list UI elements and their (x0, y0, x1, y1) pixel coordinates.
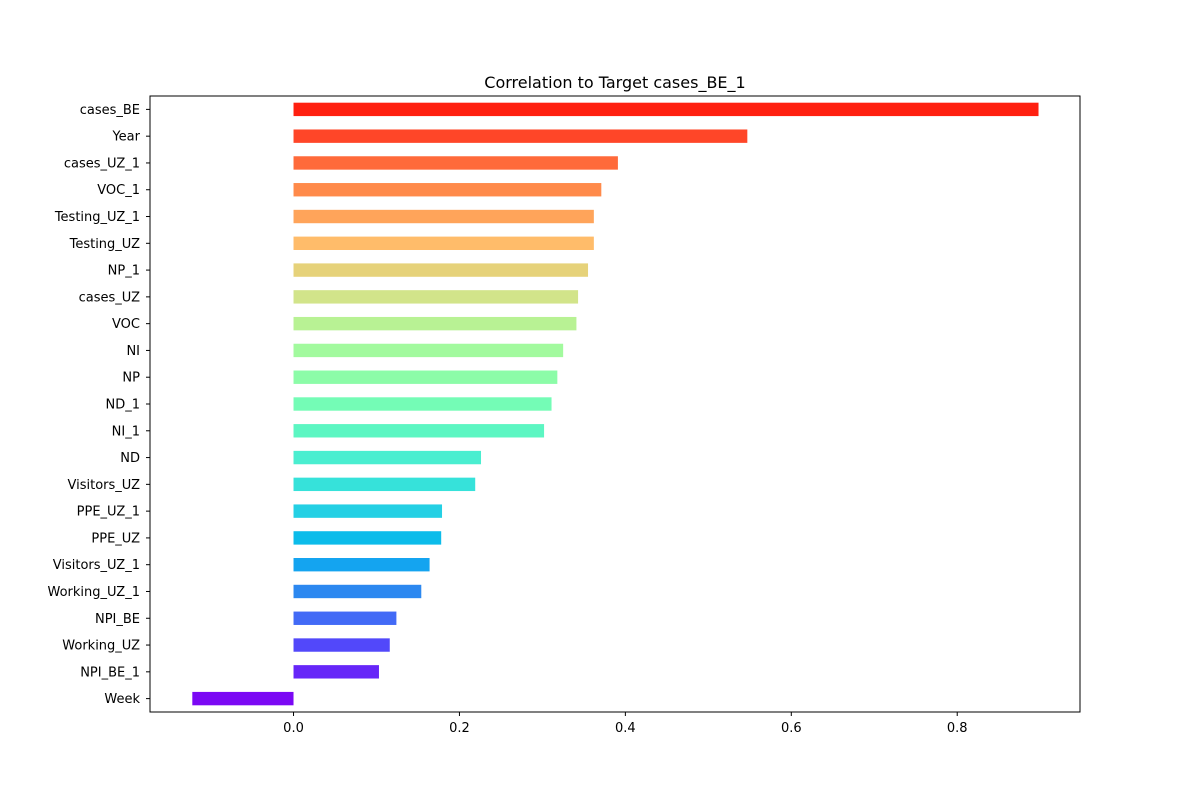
y-tick-label: ND_1 (105, 398, 140, 413)
y-tick-label: Visitors_UZ_1 (53, 558, 140, 573)
bar-Year (293, 129, 748, 143)
y-tick-label: Working_UZ (62, 639, 140, 654)
bar-Working_UZ_1 (293, 584, 422, 599)
y-tick-label: VOC (112, 317, 140, 332)
y-tick-label: Working_UZ_1 (48, 585, 141, 600)
x-tick-label: 0.0 (283, 721, 304, 736)
y-tick-label: ND (120, 451, 140, 466)
bar-NP (293, 370, 558, 384)
bar-Visitors_UZ_1 (293, 558, 430, 572)
bar-PPE_UZ_1 (293, 504, 443, 518)
bars-group (192, 102, 1039, 706)
y-tick-label: Visitors_UZ (68, 478, 141, 493)
y-tick-label: NP (122, 371, 140, 386)
bar-VOC (293, 316, 577, 331)
bar-NP_1 (293, 263, 589, 277)
x-tick-label: 0.6 (781, 721, 802, 736)
bar-ND_1 (293, 397, 552, 411)
y-tick-label: Testing_UZ (69, 237, 140, 252)
y-tick-label: NPI_BE (95, 612, 140, 627)
x-ticks: 0.0 0.2 0.4 0.6 0.8 (283, 712, 968, 736)
bar-cases_BE (293, 102, 1039, 117)
y-tick-label: cases_UZ_1 (64, 156, 140, 171)
bar-Week (192, 691, 294, 706)
y-tick-label: NI (126, 344, 140, 359)
y-tick-label: NP_1 (108, 264, 140, 279)
y-tick-label: PPE_UZ_1 (77, 505, 140, 520)
bar-PPE_UZ (293, 531, 442, 545)
chart-title: Correlation to Target cases_BE_1 (484, 73, 745, 93)
y-tick-label: NPI_BE_1 (80, 665, 140, 680)
x-tick-label: 0.2 (449, 721, 470, 736)
y-tick-label: Week (104, 692, 140, 707)
bar-ND (293, 450, 482, 465)
y-tick-label: VOC_1 (97, 183, 140, 198)
bar-NPI_BE (293, 611, 397, 625)
bar-Working_UZ (293, 638, 390, 652)
bar-NI (293, 343, 564, 358)
bar-NI_1 (293, 424, 545, 438)
x-tick-label: 0.8 (947, 721, 968, 736)
bar-Visitors_UZ (293, 477, 476, 492)
bar-Testing_UZ (293, 236, 594, 250)
bar-Testing_UZ_1 (293, 209, 594, 224)
x-tick-label: 0.4 (615, 721, 636, 736)
plot-frame (149, 95, 1081, 713)
bar-cases_UZ (293, 290, 579, 304)
y-tick-label: cases_BE (80, 103, 140, 118)
bar-cases_UZ_1 (293, 156, 618, 170)
y-tick-labels: cases_BE Year cases_UZ_1 VOC_1 Testing_UZ_1 T… (48, 103, 150, 707)
y-tick-label: Testing_UZ_1 (54, 210, 140, 225)
y-tick-label: Year (111, 130, 140, 145)
y-tick-label: cases_UZ (79, 290, 140, 305)
y-tick-label: PPE_UZ (91, 531, 140, 546)
y-tick-label: NI_1 (112, 424, 140, 439)
bar-VOC_1 (293, 183, 602, 197)
bar-NPI_BE_1 (293, 665, 379, 679)
